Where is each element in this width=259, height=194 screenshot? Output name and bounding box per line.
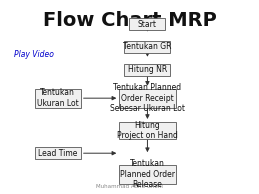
FancyBboxPatch shape <box>124 41 170 53</box>
Text: Hitung NR: Hitung NR <box>128 65 167 74</box>
FancyBboxPatch shape <box>119 89 176 108</box>
Text: Tentukan Planned
Order Receipt
Sebesar Ukuran Lot: Tentukan Planned Order Receipt Sebesar U… <box>110 83 185 113</box>
Text: Start: Start <box>138 20 157 29</box>
Text: Muhammad Adha Ghoni: Muhammad Adha Ghoni <box>96 184 163 189</box>
FancyBboxPatch shape <box>130 18 165 30</box>
Text: Tentukan
Planned Order
Release: Tentukan Planned Order Release <box>120 159 175 189</box>
FancyBboxPatch shape <box>124 64 170 76</box>
FancyBboxPatch shape <box>35 147 81 159</box>
FancyBboxPatch shape <box>35 89 81 108</box>
Text: Tentukan GR: Tentukan GR <box>123 42 172 51</box>
Text: Tentukan
Ukuran Lot: Tentukan Ukuran Lot <box>37 88 79 108</box>
FancyBboxPatch shape <box>119 122 176 139</box>
Text: Lead Time: Lead Time <box>38 149 77 158</box>
Text: Flow Chart MRP: Flow Chart MRP <box>43 11 216 30</box>
FancyBboxPatch shape <box>119 165 176 184</box>
Text: Hitung
Project on Hand: Hitung Project on Hand <box>117 121 178 140</box>
Text: Play Video: Play Video <box>14 50 54 59</box>
